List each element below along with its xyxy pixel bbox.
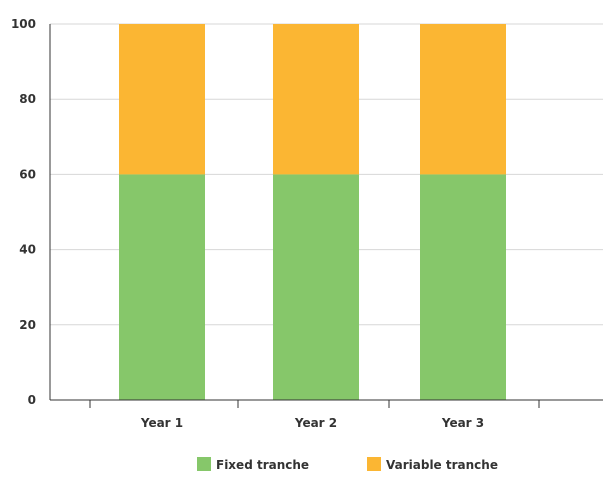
- legend: Fixed tranche Variable tranche: [197, 457, 498, 472]
- y-tick-label: 0: [28, 393, 36, 407]
- y-tick-label: 40: [19, 243, 36, 257]
- y-tick-label: 80: [19, 92, 36, 106]
- legend-swatch-fixed: [197, 457, 211, 471]
- bar-fixed-2: [273, 174, 359, 400]
- bar-variable-1: [119, 24, 205, 175]
- bar-variable-2: [273, 24, 359, 175]
- x-tick-label: Year 2: [294, 416, 337, 430]
- x-tick-label: Year 3: [441, 416, 484, 430]
- x-tick-label: Year 1: [140, 416, 183, 430]
- bar-fixed-1: [119, 174, 205, 400]
- bar-variable-3: [420, 24, 506, 175]
- bar-fixed-3: [420, 174, 506, 400]
- y-tick-label: 60: [19, 167, 36, 181]
- y-tick-label: 20: [19, 318, 36, 332]
- legend-label-variable: Variable tranche: [386, 458, 498, 472]
- bars-layer: [119, 24, 506, 400]
- axis-layer: 0 20 40 60 80 100 Year 1 Year 2 Year 3: [11, 17, 603, 430]
- legend-label-fixed: Fixed tranche: [216, 458, 309, 472]
- y-tick-label: 100: [11, 17, 36, 31]
- legend-swatch-variable: [367, 457, 381, 471]
